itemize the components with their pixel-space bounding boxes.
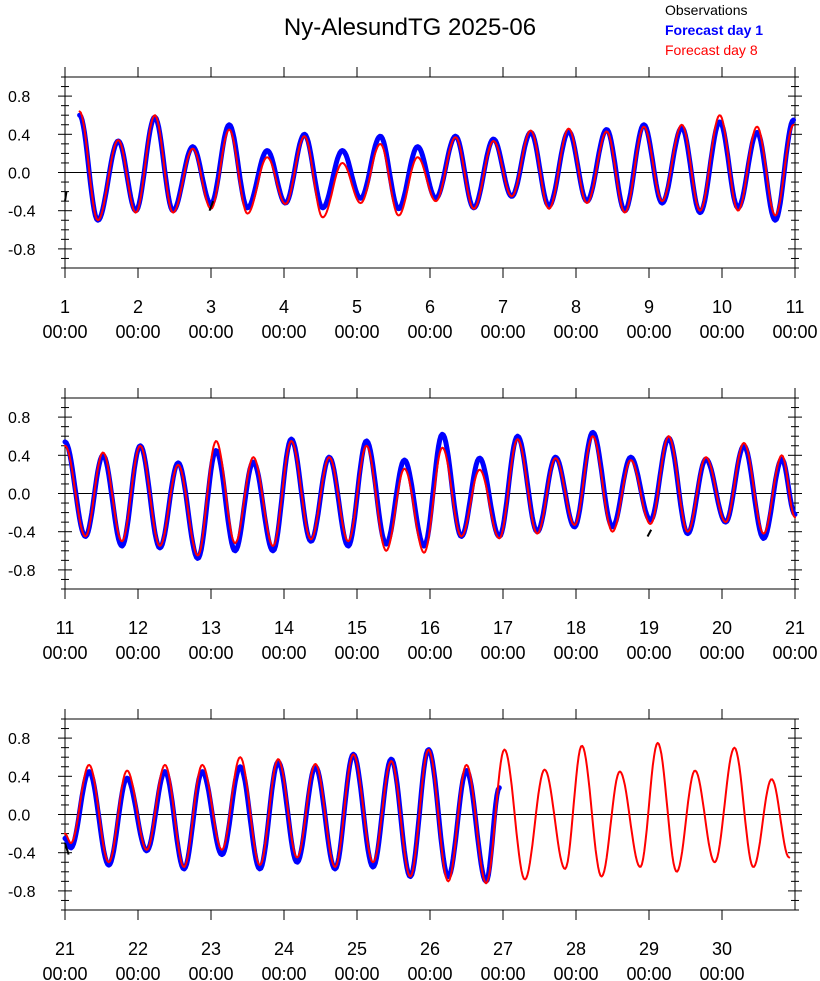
- panel-1-xtick-day-label: 10: [712, 297, 732, 317]
- panel-2-xtick-time-label: 00:00: [699, 643, 744, 663]
- panel-2-observations-segment: [646, 529, 653, 537]
- panel-2-xtick-day-label: 12: [128, 618, 148, 638]
- panel-3-ytick-label: -0.8: [8, 884, 36, 901]
- panel-2-forecast-day-1-line: [62, 429, 798, 561]
- panel-3-xtick-day-label: 30: [712, 939, 732, 959]
- panel-2-ytick-label: -0.4: [8, 525, 36, 542]
- panel-1-xtick-time-label: 00:00: [188, 322, 233, 342]
- panel-1-xtick-day-label: 3: [206, 297, 216, 317]
- panel-1-xtick-day-label: 2: [133, 297, 143, 317]
- panel-1-xtick-day-label: 9: [644, 297, 654, 317]
- panel-3-xtick-day-label: 24: [274, 939, 294, 959]
- panel-1-xtick-time-label: 00:00: [334, 322, 379, 342]
- panel-1-xtick-time-label: 00:00: [42, 322, 87, 342]
- panel-2-xtick-day-label: 19: [639, 618, 659, 638]
- panel-3-ytick-label: -0.4: [8, 846, 36, 863]
- panel-2-xtick-day-label: 15: [347, 618, 367, 638]
- panel-3-forecast-day-8-line: [64, 741, 791, 885]
- legend-observations: Observations: [665, 2, 748, 18]
- panel-1-ytick-label: -0.8: [8, 242, 36, 259]
- panel-3-xtick-time-label: 00:00: [626, 964, 671, 981]
- panel-3-xtick-day-label: 28: [566, 939, 586, 959]
- panel-3-xtick-day-label: 25: [347, 939, 367, 959]
- panel-2-ytick-label: -0.8: [8, 563, 36, 580]
- panel-1-ytick-label: 0.8: [8, 89, 30, 106]
- panel-3-xtick-day-label: 23: [201, 939, 221, 959]
- panel-1-ytick-label: 0.4: [8, 127, 30, 144]
- panel-2-xtick-time-label: 00:00: [480, 643, 525, 663]
- panel-2-xtick-day-label: 14: [274, 618, 294, 638]
- legend-forecast-day-1: Forecast day 1: [665, 22, 764, 38]
- panel-1-forecast-day-8-line: [78, 110, 795, 222]
- panel-3-ytick-label: 0.4: [8, 769, 30, 786]
- panel-2-ytick-label: 0.0: [8, 487, 30, 504]
- panel-1-xtick-time-label: 00:00: [699, 322, 744, 342]
- panel-1-observations-segment: [64, 191, 68, 202]
- panel-2-xtick-time-label: 00:00: [626, 643, 671, 663]
- panel-3-xtick-time-label: 00:00: [480, 964, 525, 981]
- panel-3-ytick-label: 0.0: [8, 808, 30, 825]
- panel-3-xtick-time-label: 00:00: [261, 964, 306, 981]
- panel-3-xtick-time-label: 00:00: [188, 964, 233, 981]
- panel-3-xtick-day-label: 27: [493, 939, 513, 959]
- panel-1-xtick-day-label: 5: [352, 297, 362, 317]
- panel-2-ytick-label: 0.4: [8, 448, 30, 465]
- panel-2-forecast-day-8-line: [64, 435, 796, 557]
- panel-1-xtick-day-label: 7: [498, 297, 508, 317]
- panel-3-xtick-day-label: 29: [639, 939, 659, 959]
- chart-title: Ny-AlesundTG 2025-06: [283, 14, 537, 41]
- panel-1-xtick-time-label: 00:00: [480, 322, 525, 342]
- panel-2-xtick-time-label: 00:00: [261, 643, 306, 663]
- panel-1-xtick-day-label: 11: [786, 297, 805, 317]
- panel-3-xtick-day-label: 21: [55, 939, 75, 959]
- panel-1-xtick-time-label: 00:00: [115, 322, 160, 342]
- panel-1-xtick-time-label: 00:00: [407, 322, 452, 342]
- panel-2-ytick-label: 0.8: [8, 410, 30, 427]
- panel-3-xtick-day-label: 22: [128, 939, 148, 959]
- panel-3-xtick-time-label: 00:00: [42, 964, 87, 981]
- panel-1-xtick-day-label: 8: [571, 297, 581, 317]
- panel-3-observations-segment: [64, 842, 70, 855]
- panel-3-ytick-label: 0.8: [8, 731, 30, 748]
- panel-1-ytick-label: 0.0: [8, 166, 30, 183]
- panel-2-xtick-day-label: 21: [785, 618, 805, 638]
- panel-3-xtick-time-label: 00:00: [334, 964, 379, 981]
- legend-forecast-day-8: Forecast day 8: [665, 42, 758, 58]
- panel-1-xtick-day-label: 4: [279, 297, 289, 317]
- panel-3-xtick-time-label: 00:00: [407, 964, 452, 981]
- panel-2-xtick-time-label: 00:00: [115, 643, 160, 663]
- panel-2-xtick-time-label: 00:00: [407, 643, 452, 663]
- panel-1-xtick-day-label: 6: [425, 297, 435, 317]
- panel-2-xtick-day-label: 16: [420, 618, 440, 638]
- panel-3-xtick-time-label: 00:00: [115, 964, 160, 981]
- panel-3-xtick-time-label: 00:00: [553, 964, 598, 981]
- panel-1-xtick-day-label: 1: [60, 297, 70, 317]
- panel-2-xtick-time-label: 00:00: [553, 643, 598, 663]
- panel-1-forecast-day-1-line: [77, 112, 796, 223]
- panel-2-xtick-time-label: 00:00: [334, 643, 379, 663]
- panel-1-xtick-time-label: 00:00: [261, 322, 306, 342]
- panel-1-xtick-time-label: 00:00: [772, 322, 817, 342]
- panel-2-xtick-day-label: 17: [493, 618, 513, 638]
- panel-2-xtick-day-label: 18: [566, 618, 586, 638]
- panel-3-xtick-day-label: 26: [420, 939, 440, 959]
- panel-2-xtick-time-label: 00:00: [188, 643, 233, 663]
- panel-1-ytick-label: -0.4: [8, 204, 36, 221]
- panel-1-xtick-time-label: 00:00: [553, 322, 598, 342]
- panel-2-xtick-day-label: 20: [712, 618, 732, 638]
- legend: Observations Forecast day 1 Forecast day…: [665, 0, 763, 60]
- panel-2-xtick-time-label: 00:00: [772, 643, 817, 663]
- panel-2-xtick-day-label: 11: [56, 618, 75, 638]
- panel-3-xtick-time-label: 00:00: [699, 964, 744, 981]
- panel-2-xtick-day-label: 13: [201, 618, 221, 638]
- panel-2-xtick-time-label: 00:00: [42, 643, 87, 663]
- panel-1-xtick-time-label: 00:00: [626, 322, 671, 342]
- panel-1-observations-segment: [208, 200, 215, 212]
